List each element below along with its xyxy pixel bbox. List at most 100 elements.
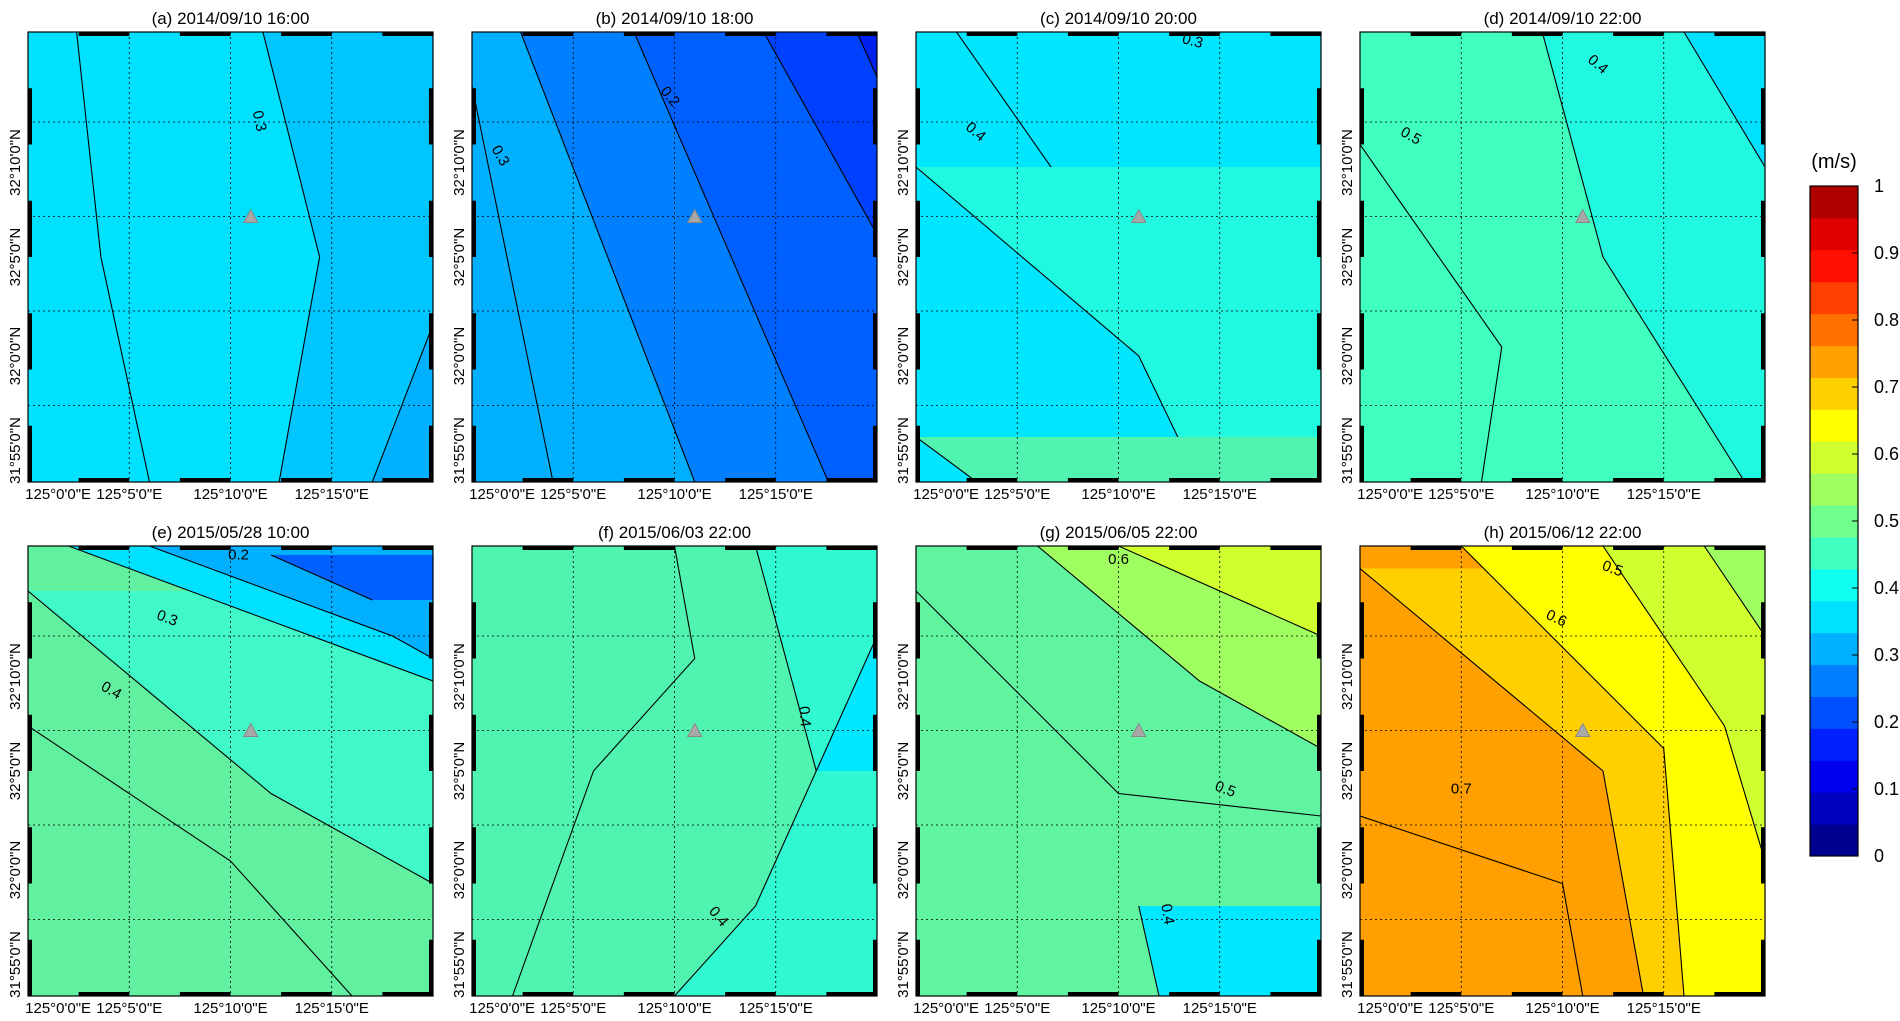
contour-line — [1360, 144, 1503, 482]
colorbar-swatch — [1810, 473, 1858, 506]
map-border-segment — [1613, 546, 1664, 550]
map-border-segment — [916, 602, 920, 659]
map-border-segment — [1761, 200, 1765, 257]
colorbar-swatch — [1810, 281, 1858, 315]
colorbar-swatch — [1810, 632, 1858, 666]
map-border-segment — [1317, 827, 1321, 884]
map-border-segment — [1714, 32, 1765, 36]
map-border-segment — [1714, 992, 1765, 996]
y-tick-label: 31°55'0"N — [7, 417, 24, 484]
map-border-segment — [28, 714, 32, 771]
y-tick-label: 32°5'0"N — [895, 742, 912, 800]
colorbar-swatch — [1810, 536, 1858, 570]
station-triangle-marker — [242, 208, 259, 223]
map-border-segment — [1761, 602, 1765, 659]
contour-line — [68, 546, 433, 682]
colorbar-tick-label: 0 — [1874, 846, 1884, 866]
colorbar-unit-label: (m/s) — [1811, 151, 1857, 173]
map-border-segment — [873, 313, 877, 370]
map-border-segment — [1317, 313, 1321, 370]
contour-label: 0.3 — [155, 607, 180, 630]
map-border-segment — [1360, 714, 1364, 771]
map-border-segment — [1410, 478, 1462, 482]
colorbar: 0 0.1 0.2 0.3 0.4 0.5 0.6 0.7 0.8 0.9 1 (m/s) — [1809, 151, 1899, 866]
colorbar-swatch — [1810, 728, 1858, 761]
map-border-segment — [429, 827, 433, 884]
map-border-segment — [916, 939, 920, 996]
map-border-segment — [826, 32, 877, 36]
map-border-segment — [1360, 88, 1364, 145]
map-border-segment — [522, 32, 574, 36]
map-border-segment — [873, 939, 877, 996]
map-border-segment — [472, 827, 476, 884]
map-border-segment — [966, 546, 1018, 550]
x-tick-label: 125°15'0"E — [295, 486, 369, 503]
x-tick-label: 125°0'0"E — [469, 1000, 535, 1017]
map-border-segment — [916, 425, 920, 482]
map-border-segment — [623, 992, 675, 996]
station-triangle-marker — [242, 722, 259, 737]
map-border-segment — [1761, 313, 1765, 370]
map-border-segment — [382, 546, 433, 550]
map-border-segment — [382, 32, 433, 36]
contour-label: 0.3 — [1180, 30, 1205, 52]
contour-band — [674, 546, 877, 996]
y-tick-label: 32°0'0"N — [7, 841, 24, 899]
map-border-segment — [429, 939, 433, 996]
map-border-segment — [179, 478, 231, 482]
panel-title: (c) 2014/09/10 20:00 — [1040, 9, 1197, 28]
map-panel: (a) 2014/09/10 16:00 0.3 125°0'0"E 125°5'0"… — [7, 9, 434, 503]
map-border-segment — [429, 200, 433, 257]
contour-label: 0.7 — [1451, 781, 1472, 798]
panel-title: (d) 2014/09/10 22:00 — [1484, 9, 1642, 28]
map-border-segment — [1169, 992, 1220, 996]
map-border-segment — [966, 32, 1018, 36]
map-border-segment — [28, 602, 32, 659]
panel-title: (f) 2015/06/03 22:00 — [598, 523, 751, 542]
x-tick-label: 125°5'0"E — [540, 486, 606, 503]
panel-title: (h) 2015/06/12 22:00 — [1484, 523, 1642, 542]
map-border-segment — [1360, 425, 1364, 482]
map-border-segment — [472, 200, 476, 257]
map-border-segment — [826, 992, 877, 996]
map-border-segment — [1761, 425, 1765, 482]
map-border-segment — [281, 478, 332, 482]
colorbar-tick-label: 0.8 — [1874, 310, 1899, 330]
map-border-segment — [1360, 602, 1364, 659]
colorbar-tick-label: 1 — [1874, 176, 1884, 196]
map-border-segment — [78, 992, 130, 996]
map-border-segment — [1511, 32, 1563, 36]
map-border-segment — [725, 32, 776, 36]
x-tick-label: 125°0'0"E — [25, 1000, 91, 1017]
map-border-segment — [472, 88, 476, 145]
map-border-segment — [429, 88, 433, 145]
y-tick-label: 31°55'0"N — [7, 931, 24, 998]
y-tick-label: 32°10'0"N — [7, 129, 24, 196]
map-border-segment — [522, 478, 574, 482]
contour-line — [1360, 815, 1584, 996]
y-tick-label: 32°10'0"N — [895, 643, 912, 710]
map-border-segment — [1714, 546, 1765, 550]
map-border-segment — [1761, 88, 1765, 145]
map-border-segment — [78, 546, 130, 550]
x-tick-label: 125°15'0"E — [295, 1000, 369, 1017]
map-border-segment — [873, 200, 877, 257]
map-border-segment — [1270, 32, 1321, 36]
map-border-segment — [472, 714, 476, 771]
map-border-segment — [179, 546, 231, 550]
contour-band — [271, 555, 433, 600]
map-border-segment — [826, 546, 877, 550]
map-border-segment — [1360, 200, 1364, 257]
x-tick-label: 125°0'0"E — [913, 1000, 979, 1017]
map-border-segment — [281, 546, 332, 550]
y-tick-label: 32°10'0"N — [1339, 643, 1356, 710]
x-tick-label: 125°15'0"E — [1627, 486, 1701, 503]
y-tick-label: 31°55'0"N — [451, 931, 468, 998]
colorbar-tick-label: 0.1 — [1874, 779, 1899, 799]
map-border-segment — [725, 546, 776, 550]
